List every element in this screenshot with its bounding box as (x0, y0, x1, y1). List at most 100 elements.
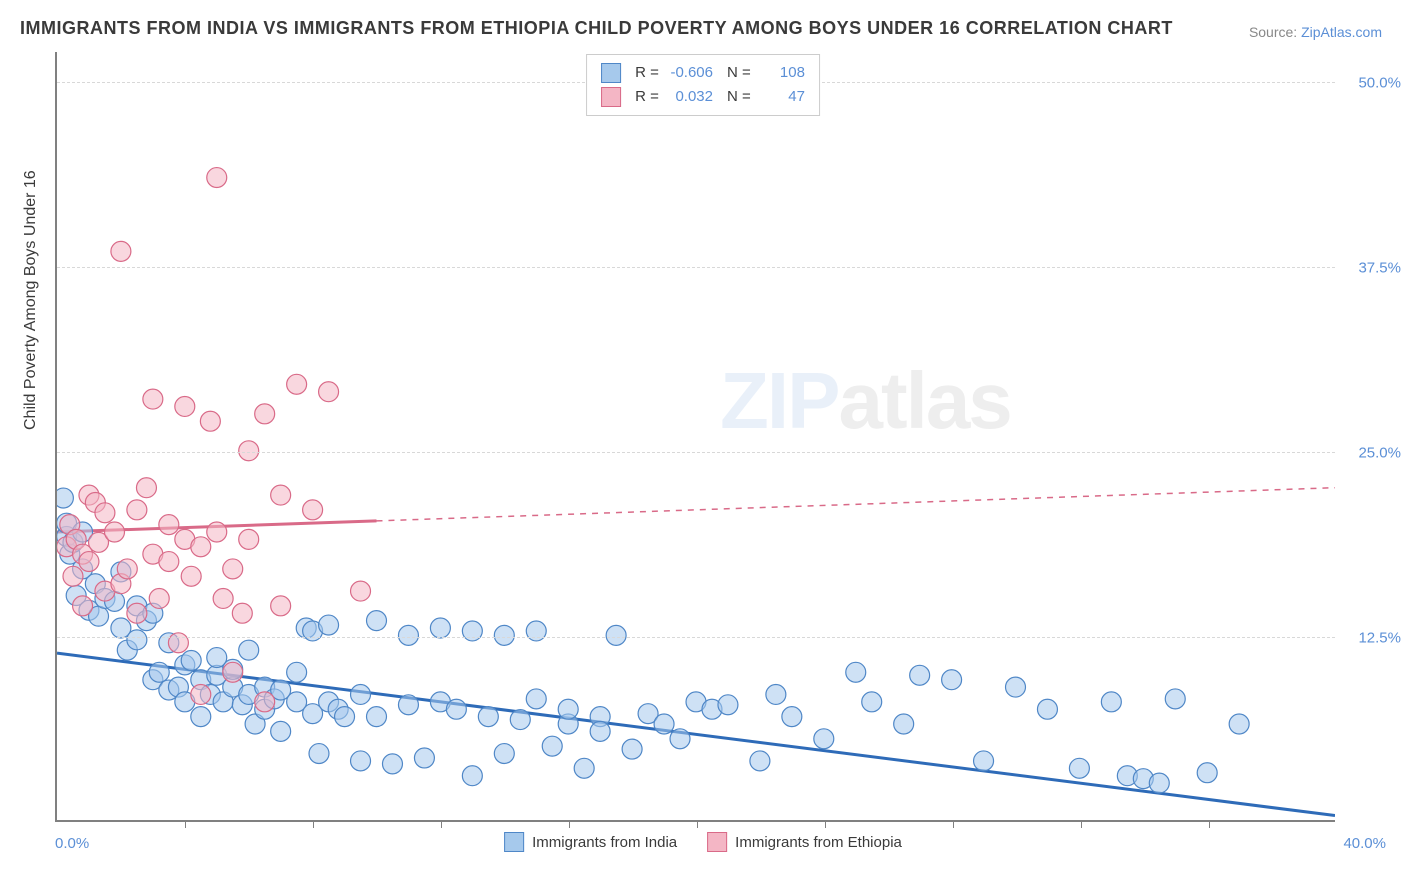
data-point (414, 748, 434, 768)
data-point (1101, 692, 1121, 712)
data-point (351, 581, 371, 601)
swatch-ethiopia (601, 87, 621, 107)
swatch-ethiopia-bottom (707, 832, 727, 852)
x-tick (825, 820, 826, 828)
data-point (79, 552, 99, 572)
data-point (718, 695, 738, 715)
x-tick (1081, 820, 1082, 828)
data-point (430, 618, 450, 638)
legend-item-india: Immigrants from India (504, 832, 677, 852)
data-point (111, 241, 131, 261)
x-axis-min-label: 0.0% (55, 835, 89, 852)
data-point (846, 662, 866, 682)
data-point (159, 515, 179, 535)
data-point (319, 382, 339, 402)
data-point (478, 707, 498, 727)
data-point (207, 522, 227, 542)
data-point (606, 625, 626, 645)
data-point (181, 651, 201, 671)
gridline: 12.5% (57, 637, 1335, 638)
data-point (351, 684, 371, 704)
data-point (510, 710, 530, 730)
data-point (223, 662, 243, 682)
data-point (149, 662, 169, 682)
n-value-ethiopia: 47 (755, 85, 805, 109)
data-point (351, 751, 371, 771)
data-point (335, 707, 355, 727)
data-point (526, 621, 546, 641)
source-prefix: Source: (1249, 24, 1301, 40)
x-tick (1209, 820, 1210, 828)
source-link[interactable]: ZipAtlas.com (1301, 24, 1382, 40)
x-tick (953, 820, 954, 828)
stats-legend: R = -0.606 N = 108 R = 0.032 N = 47 (586, 54, 820, 116)
stats-row-ethiopia: R = 0.032 N = 47 (601, 85, 805, 109)
x-tick (185, 820, 186, 828)
data-point (574, 758, 594, 778)
data-point (117, 559, 137, 579)
data-point (168, 633, 188, 653)
data-point (367, 707, 387, 727)
y-tick-label: 12.5% (1358, 629, 1401, 646)
legend-label-india: Immigrants from India (532, 834, 677, 851)
data-point (127, 630, 147, 650)
y-tick-label: 37.5% (1358, 259, 1401, 276)
data-point (200, 411, 220, 431)
data-point (526, 689, 546, 709)
data-point (191, 707, 211, 727)
r-label-2: R = (635, 88, 659, 105)
data-point (494, 625, 514, 645)
gridline: 37.5% (57, 267, 1335, 268)
data-point (1197, 763, 1217, 783)
r-value-ethiopia: 0.032 (663, 85, 713, 109)
data-point (750, 751, 770, 771)
data-point (239, 441, 259, 461)
data-point (213, 588, 233, 608)
data-point (766, 684, 786, 704)
data-point (558, 699, 578, 719)
data-point (271, 596, 291, 616)
stats-row-india: R = -0.606 N = 108 (601, 61, 805, 85)
data-point (654, 714, 674, 734)
data-point (223, 559, 243, 579)
plot-svg (57, 52, 1335, 820)
data-point (159, 552, 179, 572)
legend-label-ethiopia: Immigrants from Ethiopia (735, 834, 902, 851)
data-point (63, 566, 83, 586)
x-tick (697, 820, 698, 828)
data-point (1229, 714, 1249, 734)
data-point (143, 389, 163, 409)
r-label: R = (635, 64, 659, 81)
data-point (127, 603, 147, 623)
data-point (191, 537, 211, 557)
data-point (127, 500, 147, 520)
data-point (136, 478, 156, 498)
data-point (1006, 677, 1026, 697)
data-point (622, 739, 642, 759)
data-point (303, 500, 323, 520)
data-point (287, 374, 307, 394)
data-point (1149, 773, 1169, 793)
gridline: 25.0% (57, 452, 1335, 453)
plot-area: 12.5%25.0%37.5%50.0% (55, 52, 1335, 822)
data-point (181, 566, 201, 586)
data-point (974, 751, 994, 771)
data-point (207, 168, 227, 188)
data-point (255, 692, 275, 712)
swatch-india-bottom (504, 832, 524, 852)
legend-item-ethiopia: Immigrants from Ethiopia (707, 832, 902, 852)
data-point (862, 692, 882, 712)
data-point (239, 640, 259, 660)
n-value-india: 108 (755, 61, 805, 85)
data-point (814, 729, 834, 749)
data-point (287, 662, 307, 682)
data-point (105, 522, 125, 542)
data-point (271, 721, 291, 741)
data-point (670, 729, 690, 749)
y-tick-label: 25.0% (1358, 444, 1401, 461)
data-point (446, 699, 466, 719)
data-point (910, 665, 930, 685)
y-tick-label: 50.0% (1358, 74, 1401, 91)
data-point (894, 714, 914, 734)
x-tick (313, 820, 314, 828)
